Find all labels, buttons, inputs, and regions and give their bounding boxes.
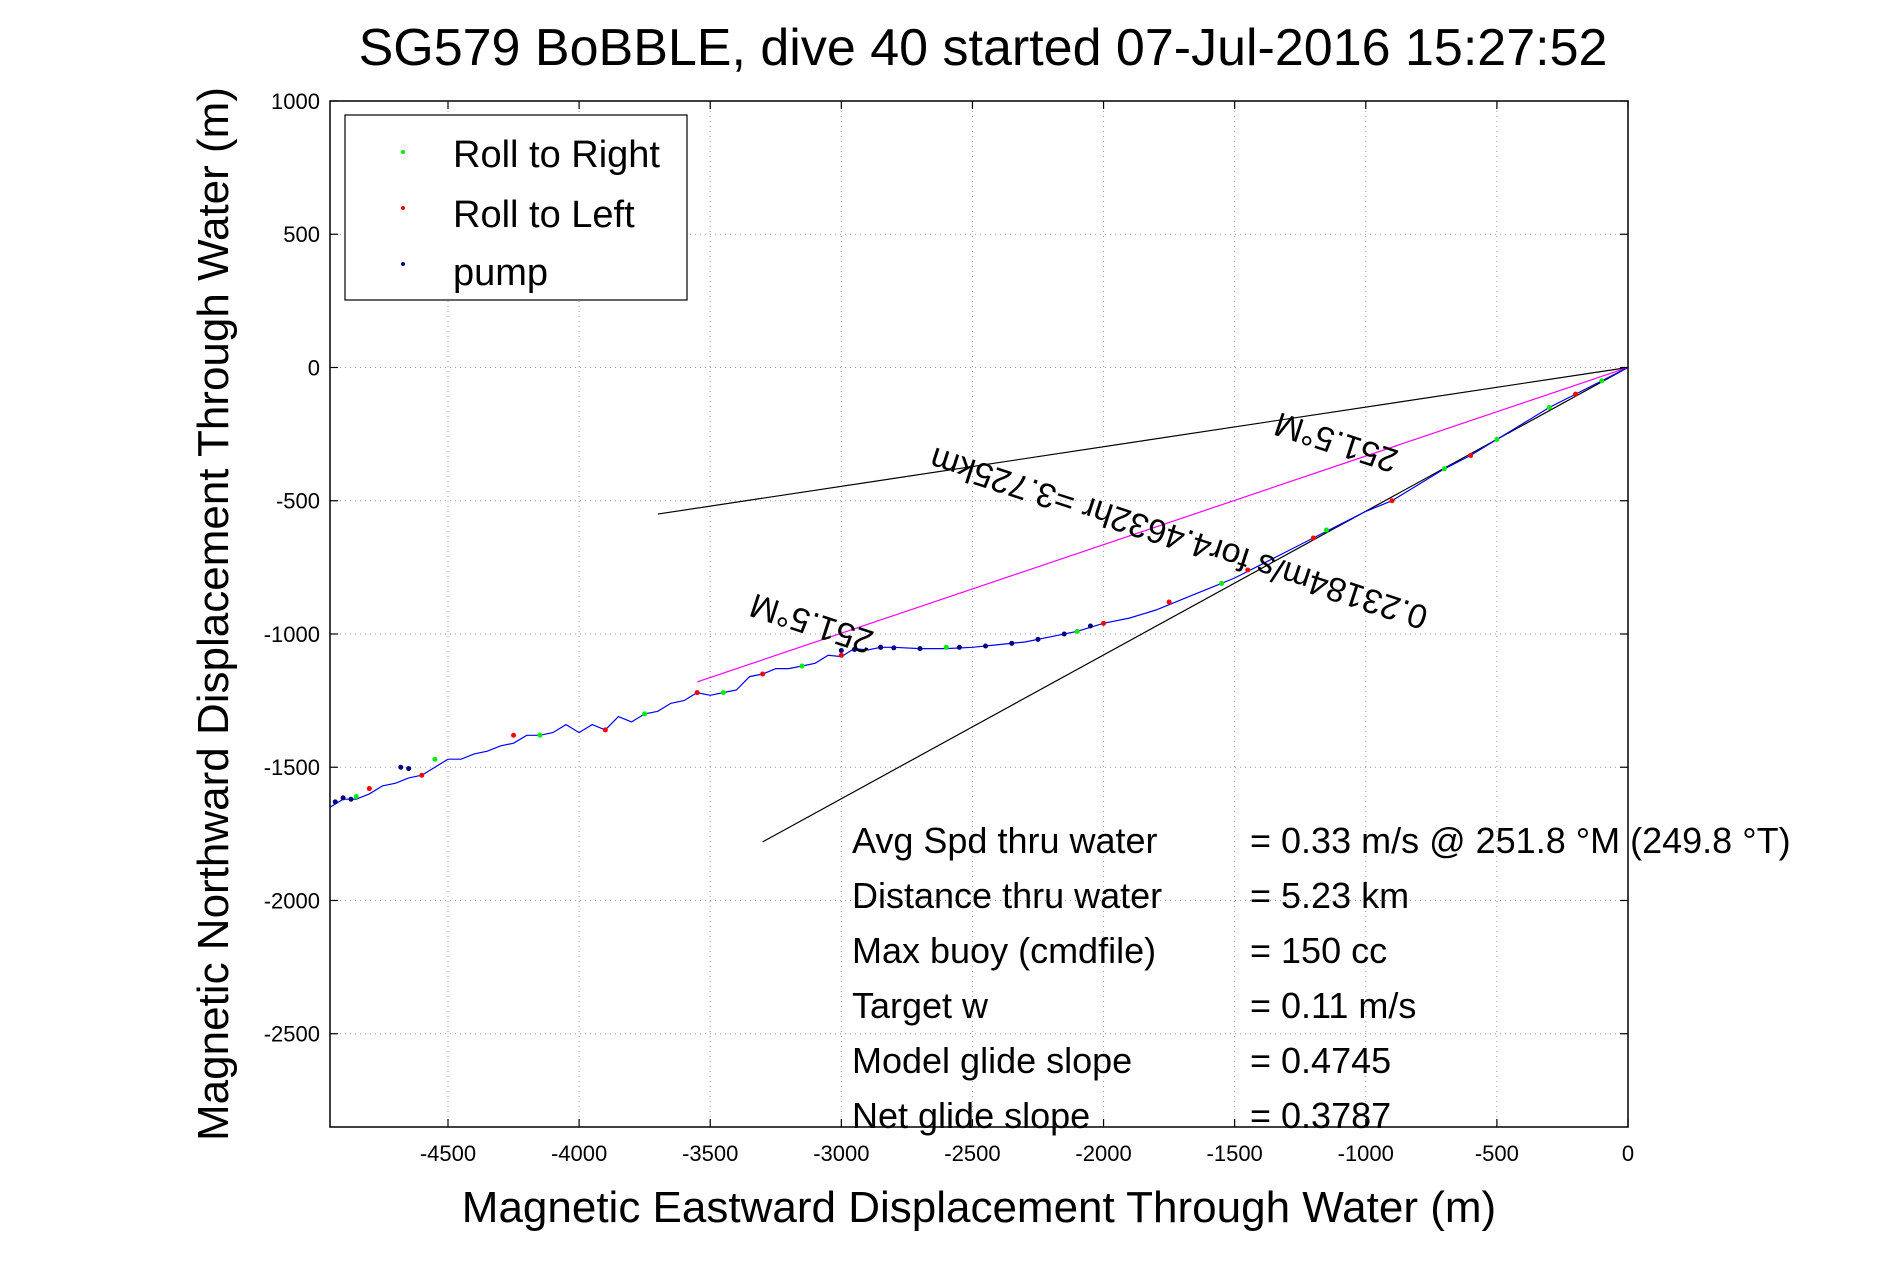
marker-roll-to-left (1389, 498, 1395, 504)
stat-value: = 150 cc (1250, 930, 1387, 971)
legend-marker-roll-left (401, 206, 405, 210)
marker-roll-to-left (1166, 599, 1172, 605)
marker-roll-to-right (537, 732, 543, 738)
marker-roll-to-right (1441, 466, 1447, 472)
stat-label: Avg Spd thru water (852, 820, 1158, 861)
marker-roll-to-left (1245, 567, 1251, 573)
marker-pump (838, 648, 844, 654)
marker-roll-to-left (694, 690, 700, 696)
x-tick-label: -2000 (1075, 1141, 1131, 1166)
marker-roll-to-right (1546, 404, 1552, 410)
reference-line (762, 366, 1629, 843)
stat-label: Net glide slope (852, 1095, 1090, 1136)
marker-pump (1087, 623, 1093, 629)
marker-roll-to-right (943, 644, 949, 650)
x-tick-label: -3000 (813, 1141, 869, 1166)
stat-value: = 0.11 m/s (1250, 985, 1416, 1026)
x-tick-label: -4000 (551, 1141, 607, 1166)
legend-label-roll-right: Roll to Right (453, 134, 660, 176)
y-tick-label: -2000 (264, 888, 320, 913)
y-tick-label: -500 (276, 489, 320, 514)
marker-pump (956, 644, 962, 650)
marker-pump (983, 643, 989, 649)
marker-roll-to-right (1599, 378, 1605, 384)
y-tick-label: 500 (283, 222, 320, 247)
y-axis-label: Magnetic Northward Displacement Through … (189, 87, 238, 1141)
marker-roll-to-right (1219, 580, 1225, 586)
x-tick-label: -500 (1475, 1141, 1519, 1166)
chart-title: SG579 BoBBLE, dive 40 started 07-Jul-201… (359, 19, 1608, 77)
x-tick-label: -3500 (682, 1141, 738, 1166)
marker-pump (340, 795, 346, 801)
y-tick-label: 0 (308, 355, 320, 380)
marker-roll-to-right (642, 711, 648, 717)
y-tick-label: -2500 (264, 1022, 320, 1047)
stat-label: Max buoy (cmdfile) (852, 930, 1156, 971)
x-tick-label: -2500 (944, 1141, 1000, 1166)
marker-roll-to-left (838, 652, 844, 658)
marker-roll-to-left (1101, 620, 1107, 626)
x-tick-label: -4500 (420, 1141, 476, 1166)
marker-roll-to-right (799, 663, 805, 669)
stat-value: = 0.33 m/s @ 251.8 °M (249.8 °T) (1250, 820, 1791, 861)
legend-marker-pump (401, 262, 405, 266)
marker-pump (332, 799, 338, 805)
marker-pump (917, 646, 923, 652)
marker-roll-to-left (1310, 535, 1316, 541)
marker-pump (398, 764, 404, 770)
marker-pump (348, 796, 354, 802)
marker-roll-to-left (419, 772, 425, 778)
legend-label-pump: pump (453, 252, 548, 294)
stat-value: = 0.4745 (1250, 1040, 1391, 1081)
stat-value: = 0.3787 (1250, 1095, 1391, 1136)
legend-label-roll-left: Roll to Left (453, 194, 635, 236)
y-tick-label: -1500 (264, 755, 320, 780)
stat-value: = 5.23 km (1250, 875, 1409, 916)
marker-roll-to-left (1468, 452, 1474, 458)
marker-pump (406, 766, 412, 772)
marker-pump (891, 645, 897, 651)
marker-roll-to-left (511, 732, 517, 738)
marker-roll-to-right (720, 690, 726, 696)
track-line (329, 366, 1629, 808)
x-axis-label: Magnetic Eastward Displacement Through W… (462, 1183, 1496, 1232)
stats-block: Avg Spd thru water = 0.33 m/s @ 251.8 °M… (852, 820, 1791, 1136)
marker-roll-to-left (760, 671, 766, 677)
reference-lines (657, 366, 1629, 843)
legend: Roll to Right Roll to Left pump (344, 114, 688, 301)
stat-label: Distance thru water (852, 875, 1162, 916)
marker-roll-to-right (432, 756, 438, 762)
marker-roll-to-left (366, 786, 372, 792)
stat-label: Target w (852, 985, 989, 1026)
marker-roll-to-right (1074, 628, 1080, 634)
x-tick-label: 0 (1622, 1141, 1634, 1166)
x-tick-label: -1000 (1338, 1141, 1394, 1166)
legend-marker-roll-right (401, 150, 405, 154)
x-tick-label: -1500 (1207, 1141, 1263, 1166)
marker-pump (1061, 631, 1067, 637)
reference-line (696, 366, 1629, 683)
marker-pump (1009, 640, 1015, 646)
marker-pump (851, 646, 857, 652)
marker-roll-to-left (1573, 391, 1579, 397)
marker-roll-to-right (353, 794, 359, 800)
marker-roll-to-right (1494, 436, 1500, 442)
y-tick-label: -1000 (264, 622, 320, 647)
marker-pump (878, 644, 884, 650)
ticks: -4500 -4000 -3500 -3000 -2500 -2000 -1500 -1000… (264, 89, 1634, 1166)
series-layer (329, 366, 1629, 808)
stat-label: Model glide slope (852, 1040, 1132, 1081)
y-tick-label: 1000 (271, 89, 320, 114)
axes-frame (329, 100, 1629, 1128)
reference-line (657, 366, 1629, 515)
marker-roll-to-left (602, 727, 608, 733)
marker-pump (1035, 636, 1041, 642)
marker-roll-to-right (1323, 527, 1329, 533)
